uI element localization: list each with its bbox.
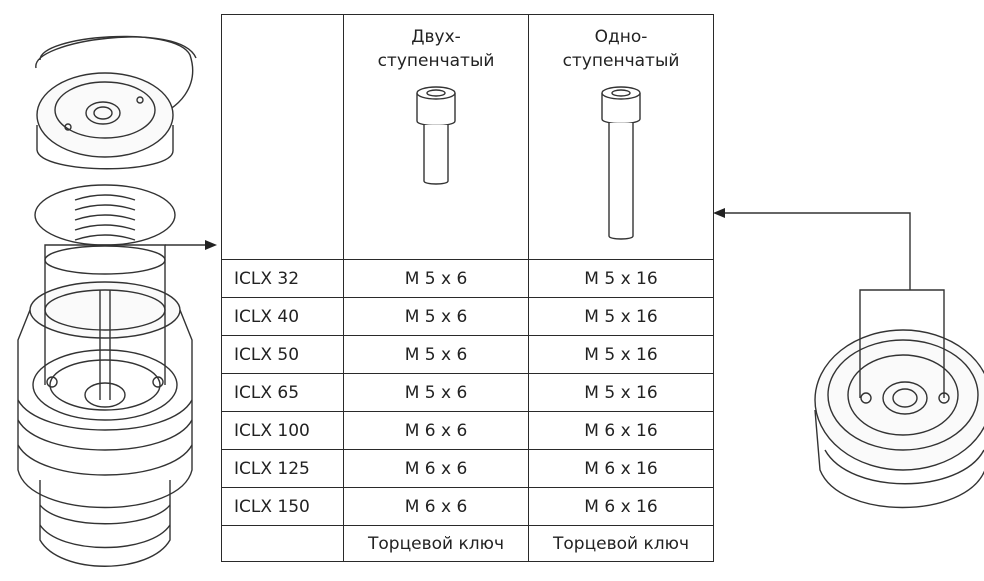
model-cell: ICLX 40 bbox=[221, 297, 344, 336]
valve-top-view-icon bbox=[725, 212, 984, 509]
two-stage-screw-cell: M 6 x 6 bbox=[343, 411, 529, 450]
long-socket-screw-icon bbox=[601, 86, 641, 240]
model-cell: ICLX 50 bbox=[221, 335, 344, 374]
two-stage-screw-cell: M 5 x 6 bbox=[343, 373, 529, 412]
two-stage-screw-cell: M 5 x 6 bbox=[343, 259, 529, 298]
model-cell: ICLX 125 bbox=[221, 449, 344, 488]
model-cell: ICLX 100 bbox=[221, 411, 344, 450]
screw-spec-table: Двух- ступенчатый Одно- ступенчатый bbox=[221, 14, 714, 562]
table-row: ICLX 40 M 5 x 6 M 5 x 16 bbox=[221, 297, 714, 336]
short-socket-screw-icon bbox=[416, 86, 456, 185]
two-stage-tool-cell: Торцевой ключ bbox=[343, 525, 529, 562]
one-stage-screw-cell: M 6 x 16 bbox=[528, 487, 714, 526]
one-stage-screw-cell: M 5 x 16 bbox=[528, 259, 714, 298]
tool-empty-cell bbox=[221, 525, 344, 562]
table-header-row: Двух- ступенчатый Одно- ступенчатый bbox=[221, 14, 714, 260]
table-row: ICLX 100 M 6 x 6 M 6 x 16 bbox=[221, 411, 714, 450]
header-empty-cell bbox=[221, 14, 344, 260]
two-stage-screw-cell: M 5 x 6 bbox=[343, 335, 529, 374]
model-cell: ICLX 65 bbox=[221, 373, 344, 412]
header-two-stage: Двух- ступенчатый bbox=[343, 14, 529, 260]
table-row: ICLX 32 M 5 x 6 M 5 x 16 bbox=[221, 259, 714, 298]
two-stage-screw-cell: M 6 x 6 bbox=[343, 487, 529, 526]
table-row: ICLX 65 M 5 x 6 M 5 x 16 bbox=[221, 373, 714, 412]
two-stage-screw-cell: M 6 x 6 bbox=[343, 449, 529, 488]
one-stage-screw-cell: M 5 x 16 bbox=[528, 297, 714, 336]
model-cell: ICLX 150 bbox=[221, 487, 344, 526]
table-row: ICLX 50 M 5 x 6 M 5 x 16 bbox=[221, 335, 714, 374]
header-two-stage-line2: ступенчатый bbox=[377, 51, 495, 71]
one-stage-screw-cell: M 5 x 16 bbox=[528, 373, 714, 412]
model-cell: ICLX 32 bbox=[221, 259, 344, 298]
header-two-stage-line1: Двух- bbox=[411, 27, 461, 47]
one-stage-screw-cell: M 5 x 16 bbox=[528, 335, 714, 374]
two-stage-screw-cell: M 5 x 6 bbox=[343, 297, 529, 336]
header-one-stage-line1: Одно- bbox=[594, 27, 648, 47]
table-row-tool: Торцевой ключ Торцевой ключ bbox=[221, 525, 714, 562]
table-row: ICLX 125 M 6 x 6 M 6 x 16 bbox=[221, 449, 714, 488]
one-stage-screw-cell: M 6 x 16 bbox=[528, 449, 714, 488]
header-one-stage: Одно- ступенчатый bbox=[528, 14, 714, 260]
one-stage-tool-cell: Торцевой ключ bbox=[528, 525, 714, 562]
header-one-stage-line2: ступенчатый bbox=[562, 51, 680, 71]
table-row: ICLX 150 M 6 x 6 M 6 x 16 bbox=[221, 487, 714, 526]
one-stage-screw-cell: M 6 x 16 bbox=[528, 411, 714, 450]
